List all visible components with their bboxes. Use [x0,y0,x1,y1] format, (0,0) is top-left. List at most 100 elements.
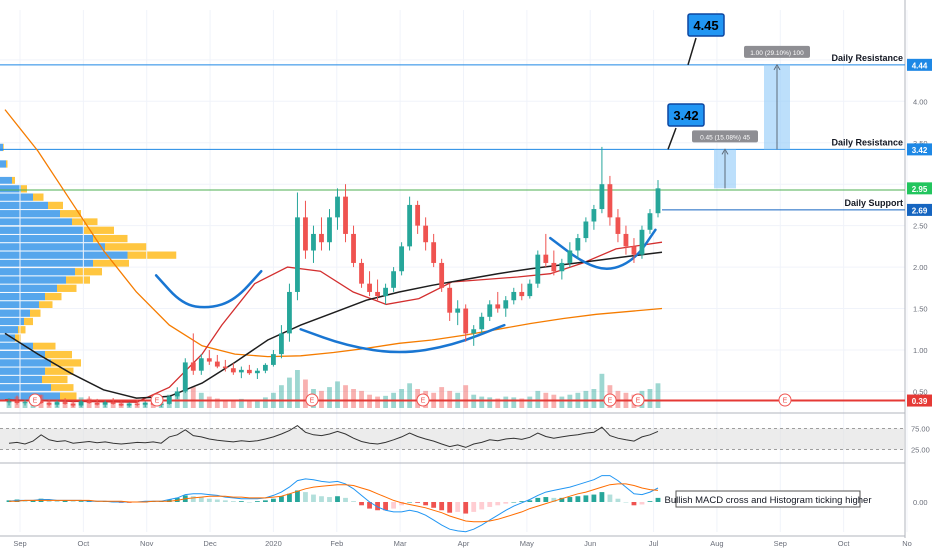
profile-bar-blue [0,326,18,334]
rsi-band [0,428,905,450]
rsi-line [8,424,659,448]
profile-bar-blue [0,243,105,251]
volume-bar [591,389,597,408]
candle-body [303,217,308,251]
macd-hist-bar [551,497,557,502]
profile-bar-orange [30,309,41,317]
profile-bar-orange [33,342,56,350]
candle-body [295,217,300,292]
profile-bar-orange [48,201,63,210]
volume-bar [246,400,252,408]
macd-hist-bar [206,498,212,502]
profile-bar-orange [57,284,77,292]
macd-hist-bar [222,500,228,502]
macd-hist-bar [335,496,340,502]
signal-line [9,483,659,523]
time-tick: Jul [649,539,659,548]
candle-body [78,401,84,406]
earnings-marker [603,393,617,407]
volume-bar [375,396,380,408]
volume-bar [503,396,509,408]
macd-hist-bar [519,501,525,502]
volume-bar [230,400,236,408]
candle-body [647,213,653,230]
level-labels: 4.44 Daily Resistance 3.42 Daily Resistance… [667,13,932,407]
cup-pattern-cup-1 [154,269,263,309]
profile-bar-orange [93,259,129,268]
macd-hist-bar [495,502,501,506]
volume-bar [303,379,308,408]
volume-bar [190,387,196,408]
profile-bar-blue [0,284,57,292]
candle-body [559,262,565,272]
macd-hist-bar [54,500,60,502]
earnings-marker-text: E [783,398,788,405]
macd-hist-bar [254,501,260,502]
macd-hist-bar [327,497,332,502]
price-tick: 2.50 [913,222,928,231]
measure-arrow-head [773,63,781,71]
macd-hist-bar [599,492,605,502]
candle-body [511,291,517,301]
candle-body [14,401,20,404]
macd-hist-bar [367,502,372,509]
candle-body [70,403,76,406]
macd-hist-bar [78,501,84,502]
macd-hist-bar [487,502,493,507]
earnings-marker [28,393,42,407]
macd-hist-bar [543,497,549,502]
candle-body [142,403,148,405]
candle-body [214,361,220,367]
macd-hist-bar [631,502,637,506]
earnings-marker [778,393,792,407]
macd-hist-bar [303,492,308,502]
candle-body [206,358,212,362]
volume-bar [407,383,413,408]
candle-body [535,254,541,284]
candle-body [495,304,501,309]
volume-bar [495,398,501,408]
volume-bar [447,390,453,408]
macd-hist-bar [583,495,589,502]
profile-bar-blue [0,359,51,367]
axes: 0.50 1.00 1.50 2.00 2.50 3.50 4.00 75.00 25.00 0.… [13,97,929,548]
candle-body [182,362,188,392]
candle-body [599,184,605,210]
time-tick: Oct [78,539,91,548]
profile-bar-orange [12,176,15,185]
macd-hist-bar [503,502,509,504]
earnings-marker [150,393,164,407]
candle-body [439,262,445,288]
candle-body [431,242,437,263]
profile-bar-orange [60,210,81,218]
macd-hist-bar [607,494,613,502]
measure-label-text: 0.45 (15.08%) 45 [700,134,750,141]
macd-hist-bar [391,502,396,509]
volume-bar [647,389,653,408]
price-tick: 3.50 [913,139,928,148]
callout-box [687,13,725,37]
ma-orange-line [4,109,663,358]
profile-bar-blue [0,367,45,375]
earnings-marker-text: E [608,398,613,405]
profile-bar-orange [39,301,53,309]
volume-bar [335,381,340,408]
profile-bar-blue [0,317,24,326]
candle-body [126,403,132,406]
candle-body [351,233,356,263]
price-badge [907,203,932,216]
candle-body [367,283,372,292]
candle-body [455,308,461,313]
volume-bar [479,396,485,408]
candle-body [423,225,429,243]
callout-box [667,103,705,127]
measure-label-box [692,130,758,143]
profile-bar-orange [18,326,26,334]
candle-body [591,209,597,222]
ma-red-line [4,241,663,403]
price-tick: 0.50 [913,387,928,396]
measure-boxes: 0.45 (15.08%) 45 1.00 (29.10%) 100 [692,45,810,189]
volume-bar [527,396,533,408]
candle-body [118,403,124,406]
volume-bar [535,390,541,408]
